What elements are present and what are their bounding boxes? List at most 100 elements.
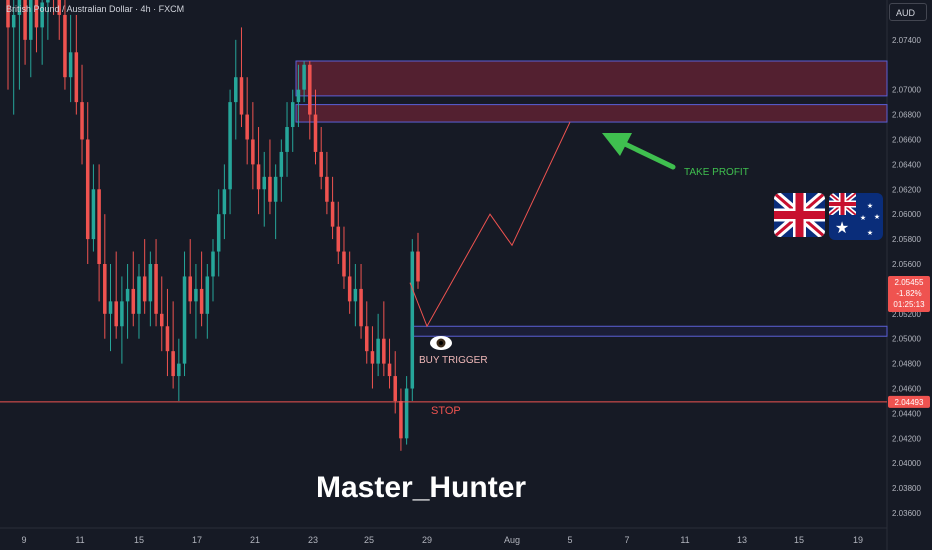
zone-resistance-upper [295, 60, 888, 97]
stop-label: STOP [431, 405, 461, 417]
candle-body [279, 151, 284, 177]
candles-layer [6, 0, 420, 451]
candle-body [148, 264, 153, 302]
candle-body [142, 276, 147, 302]
price-axis-panel[interactable] [887, 0, 932, 550]
y-tick-label: 2.06200 [892, 185, 921, 194]
zone-buy-trigger [410, 325, 888, 337]
y-tick-label: 2.03800 [892, 484, 921, 493]
candle-body [40, 2, 44, 28]
y-tick-label: 2.07400 [892, 36, 921, 45]
candle-body [85, 139, 90, 240]
candle-body [370, 351, 375, 364]
zones-layer [295, 60, 888, 337]
candle-body [68, 52, 73, 78]
buy-trigger-label: BUY TRIGGER [419, 355, 488, 366]
chart-header-title: British Pound / Australian Dollar · 4h ·… [6, 4, 185, 14]
candle-body [239, 77, 244, 115]
candle-body [268, 176, 272, 202]
x-tick-label: 5 [567, 535, 572, 545]
x-tick-label: 25 [364, 535, 374, 545]
candle-body [165, 326, 170, 352]
candle-body [34, 0, 39, 28]
y-tick-label: 2.05800 [892, 235, 921, 244]
candle-body [347, 276, 352, 302]
candle-body [302, 64, 306, 90]
candle-body [364, 326, 369, 352]
svg-text:★: ★ [867, 229, 873, 237]
lines-layer [0, 121, 887, 403]
last-price-countdown: 01:25:13 [893, 300, 925, 309]
candle-body [46, 0, 50, 3]
candle-body [131, 288, 136, 314]
last-price-tag [888, 276, 930, 313]
candle-body [63, 14, 67, 78]
candle-body [251, 139, 255, 165]
eye-icon [430, 336, 452, 350]
x-tick-label: Aug [504, 535, 520, 545]
projection-path [409, 121, 571, 328]
candle-body [296, 89, 301, 103]
candle-body [325, 176, 329, 202]
y-tick-label: 2.05000 [892, 335, 921, 344]
candle-body [399, 400, 403, 439]
candle-body [159, 313, 164, 327]
y-tick-label: 2.04000 [892, 459, 921, 468]
x-tick-label: 15 [134, 535, 144, 545]
candle-body [137, 276, 141, 314]
candle-body [74, 52, 79, 103]
candle-body [353, 288, 358, 302]
candle-body [125, 288, 130, 302]
y-tick-label: 2.04200 [892, 434, 921, 443]
candle-body [262, 176, 267, 190]
currency-label[interactable]: AUD [889, 3, 927, 21]
y-tick-label: 2.07000 [892, 86, 921, 95]
candle-body [23, 0, 27, 40]
candle-body [216, 214, 221, 252]
candle-body [308, 64, 312, 115]
candle-body [177, 363, 181, 377]
candle-body [97, 189, 101, 264]
candle-body [416, 251, 420, 282]
candle-body [330, 201, 335, 227]
candle-body [205, 276, 210, 314]
y-tick-label: 2.04400 [892, 409, 921, 418]
candle-body [114, 301, 118, 327]
candle-body [17, 0, 22, 15]
candle-body [29, 0, 33, 40]
candle-body [393, 376, 397, 401]
svg-text:★: ★ [874, 213, 880, 221]
candle-body [103, 264, 107, 314]
candle-body [211, 251, 215, 277]
y-tick-label: 2.05200 [892, 310, 921, 319]
y-tick-label: 2.06600 [892, 135, 921, 144]
last-price-value: 2.05455 [895, 278, 924, 287]
candle-body [290, 102, 295, 128]
candle-body [222, 189, 227, 215]
candle-body [313, 114, 318, 152]
candle-body [108, 301, 113, 314]
candle-body [188, 276, 192, 302]
y-axis-ticks: 2.07400 2.07000 2.06800 2.06600 2.06400 2.062… [892, 36, 921, 518]
svg-text:★: ★ [867, 202, 873, 210]
y-tick-label: 2.06800 [892, 111, 921, 120]
candle-body [404, 388, 409, 439]
candle-body [194, 288, 198, 302]
candle-body [182, 276, 187, 364]
x-tick-label: 23 [308, 535, 318, 545]
candle-body [273, 176, 278, 202]
x-tick-label: 21 [250, 535, 260, 545]
y-tick-label: 2.06000 [892, 210, 921, 219]
x-tick-label: 13 [737, 535, 747, 545]
candle-body [256, 164, 261, 190]
x-tick-label: 17 [192, 535, 202, 545]
y-tick-label: 2.04600 [892, 385, 921, 394]
y-tick-label: 2.06400 [892, 160, 921, 169]
x-tick-label: 9 [21, 535, 26, 545]
candle-body [336, 226, 341, 252]
watermark-text: Master_Hunter [316, 471, 526, 504]
candle-body [245, 114, 249, 140]
y-tick-label: 2.05600 [892, 260, 921, 269]
candle-body [319, 151, 323, 177]
